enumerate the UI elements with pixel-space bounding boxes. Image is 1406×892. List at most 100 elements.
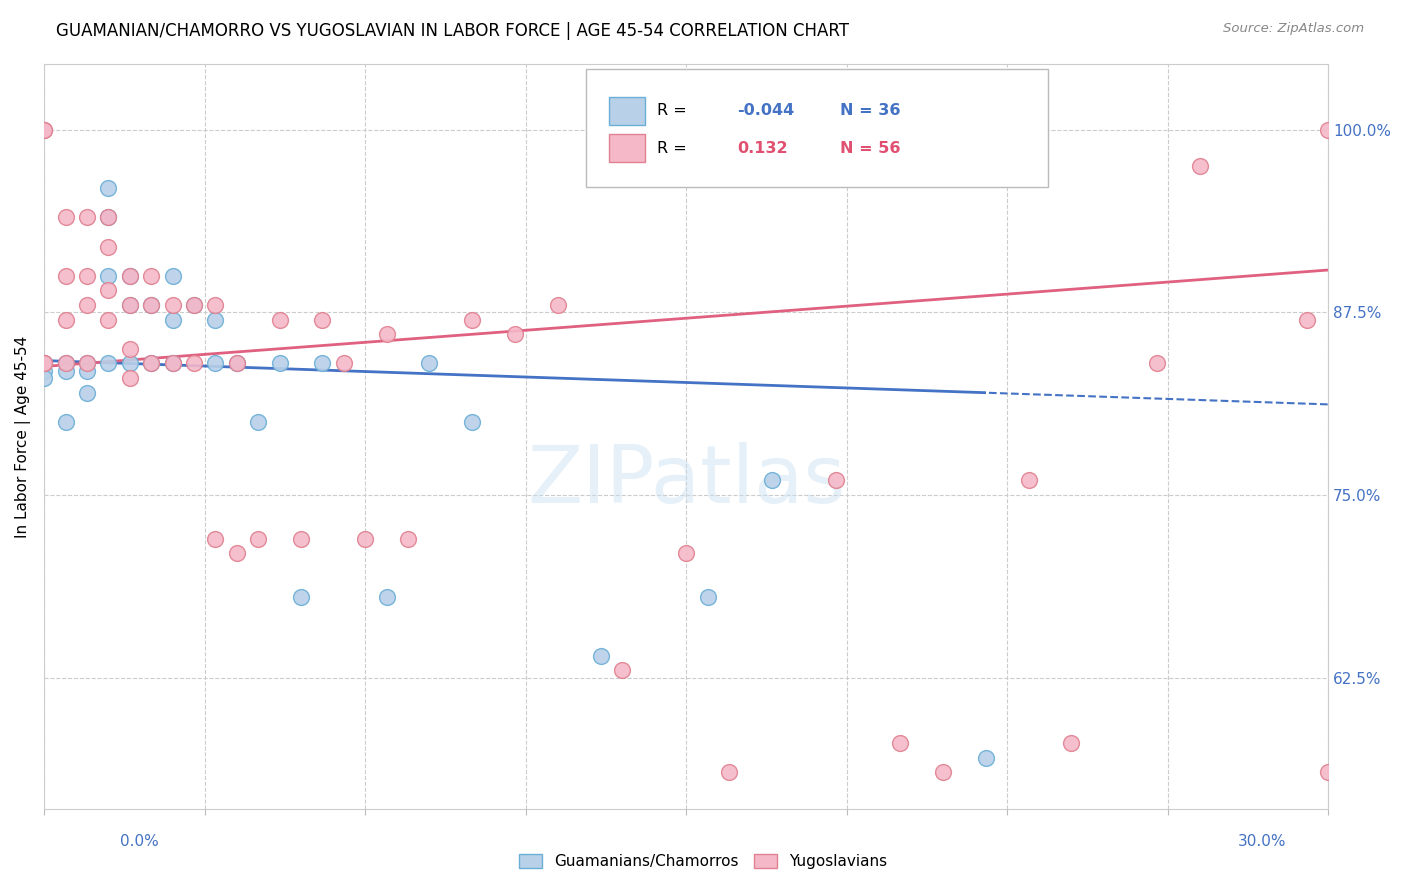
Text: R =: R = <box>657 103 692 119</box>
Point <box>889 736 911 750</box>
Point <box>183 298 205 312</box>
Point <box>162 357 184 371</box>
Point <box>118 268 141 283</box>
Point <box>55 357 77 371</box>
Point <box>1188 159 1211 173</box>
Point <box>1295 312 1317 326</box>
Point <box>118 342 141 356</box>
Point <box>183 298 205 312</box>
Point <box>97 284 120 298</box>
Text: N = 36: N = 36 <box>841 103 901 119</box>
Point <box>247 415 270 429</box>
Text: R =: R = <box>657 141 692 156</box>
Text: 0.132: 0.132 <box>738 141 789 156</box>
FancyBboxPatch shape <box>586 70 1049 187</box>
Point <box>97 357 120 371</box>
Point <box>311 357 333 371</box>
Point <box>97 240 120 254</box>
Point <box>1018 474 1040 488</box>
Point <box>333 357 356 371</box>
Point <box>32 364 55 378</box>
Text: GUAMANIAN/CHAMORRO VS YUGOSLAVIAN IN LABOR FORCE | AGE 45-54 CORRELATION CHART: GUAMANIAN/CHAMORRO VS YUGOSLAVIAN IN LAB… <box>56 22 849 40</box>
Point <box>76 211 98 225</box>
Point <box>118 298 141 312</box>
Point <box>141 357 163 371</box>
Point <box>290 591 312 605</box>
Text: ZIPatlas: ZIPatlas <box>527 442 845 520</box>
Point <box>204 357 226 371</box>
Point <box>225 357 247 371</box>
Point <box>55 268 77 283</box>
Point <box>141 298 163 312</box>
Point <box>162 268 184 283</box>
Point <box>76 298 98 312</box>
Text: N = 56: N = 56 <box>841 141 901 156</box>
Point <box>97 268 120 283</box>
Point <box>589 648 612 663</box>
Point <box>675 546 697 560</box>
Point <box>118 298 141 312</box>
Point <box>204 312 226 326</box>
Point <box>269 312 291 326</box>
Point <box>974 751 997 765</box>
Point <box>76 385 98 400</box>
Point <box>461 312 484 326</box>
Point <box>503 327 526 342</box>
Point <box>396 532 419 546</box>
Point <box>55 364 77 378</box>
Point <box>825 474 848 488</box>
Point <box>76 268 98 283</box>
Point <box>1317 765 1340 780</box>
Point <box>204 532 226 546</box>
Point <box>162 312 184 326</box>
Point <box>162 357 184 371</box>
Y-axis label: In Labor Force | Age 45-54: In Labor Force | Age 45-54 <box>15 335 31 538</box>
Point <box>932 765 955 780</box>
Point <box>55 357 77 371</box>
Point <box>141 268 163 283</box>
Point <box>225 357 247 371</box>
Point <box>696 591 718 605</box>
Text: 0.0%: 0.0% <box>120 834 159 849</box>
Point <box>55 415 77 429</box>
Point <box>974 159 997 173</box>
Point <box>461 415 484 429</box>
Point <box>225 546 247 560</box>
Point <box>97 312 120 326</box>
Point <box>118 371 141 385</box>
Point <box>204 298 226 312</box>
Point <box>354 532 377 546</box>
Point <box>418 357 440 371</box>
Point <box>269 357 291 371</box>
Text: -0.044: -0.044 <box>738 103 794 119</box>
Point <box>97 211 120 225</box>
Point <box>610 663 633 677</box>
Point <box>311 312 333 326</box>
Point <box>32 357 55 371</box>
Point <box>118 268 141 283</box>
Point <box>32 371 55 385</box>
FancyBboxPatch shape <box>609 97 645 125</box>
Point <box>1060 736 1083 750</box>
FancyBboxPatch shape <box>609 134 645 162</box>
Point <box>141 357 163 371</box>
Point <box>290 532 312 546</box>
Point <box>183 357 205 371</box>
Legend: Guamanians/Chamorros, Yugoslavians: Guamanians/Chamorros, Yugoslavians <box>513 847 893 875</box>
Point <box>76 357 98 371</box>
Point <box>1317 123 1340 137</box>
Point <box>76 357 98 371</box>
Point <box>32 357 55 371</box>
Text: 30.0%: 30.0% <box>1239 834 1286 849</box>
Point <box>55 211 77 225</box>
Point <box>97 181 120 195</box>
Point <box>32 123 55 137</box>
Point <box>761 474 783 488</box>
Point <box>141 298 163 312</box>
Text: Source: ZipAtlas.com: Source: ZipAtlas.com <box>1223 22 1364 36</box>
Point <box>55 312 77 326</box>
Point <box>375 591 398 605</box>
Point <box>162 298 184 312</box>
Point <box>375 327 398 342</box>
Point <box>547 298 569 312</box>
